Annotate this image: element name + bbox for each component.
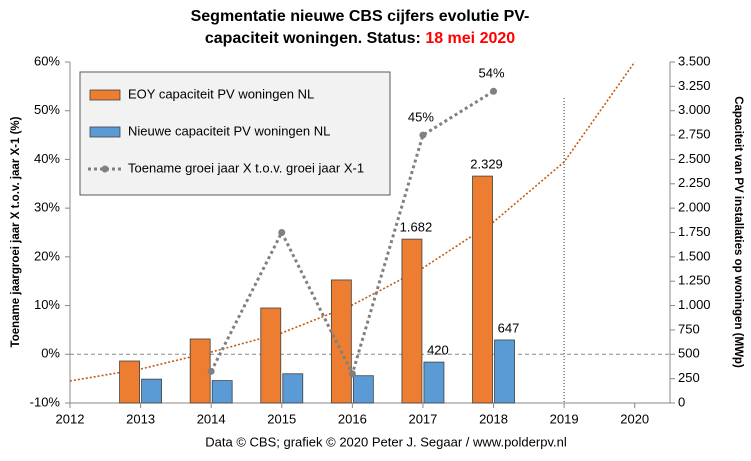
x-tick-label: 2020 — [620, 411, 649, 426]
y-axis-title: Toename jaargroei jaar X t.o.v. jaar X-1… — [10, 116, 22, 347]
x-tick-label: 2017 — [408, 411, 437, 426]
bar — [189, 338, 211, 404]
y2-tick-label: 2.500 — [678, 151, 711, 166]
y-tick-label: 0% — [41, 346, 60, 361]
data-label: 647 — [498, 320, 520, 335]
legend-label: Nieuwe capaciteit PV woningen NL — [128, 123, 330, 138]
legend-swatch — [89, 89, 121, 101]
legend-label: EOY capaciteit PV woningen NL — [128, 86, 314, 101]
data-label: 54% — [479, 66, 505, 81]
y2-tick-label: 0 — [678, 394, 685, 409]
y2-tick-label: 2.750 — [678, 127, 711, 142]
y-tick-label: -10% — [30, 394, 61, 409]
bar — [401, 238, 423, 404]
status-date: 18 mei 2020 — [425, 30, 515, 47]
line-marker — [348, 370, 356, 378]
bar — [494, 339, 515, 404]
line-marker — [278, 229, 286, 236]
bar — [211, 380, 233, 404]
y2-tick-label: 1.750 — [678, 224, 711, 239]
data-label: 1.682 — [400, 220, 433, 235]
data-label: 2.329 — [470, 157, 503, 172]
chart-title: Segmentatie nieuwe CBS cijfers evolutie … — [191, 8, 530, 25]
chart-title: capaciteit woningen. Status: — [205, 30, 421, 47]
line-marker — [207, 367, 215, 375]
line-marker — [419, 131, 427, 139]
y-tick-label: 10% — [34, 297, 60, 312]
legend-label: Toename groei jaar X t.o.v. groei jaar X… — [128, 160, 364, 175]
x-tick-label: 2013 — [126, 411, 155, 426]
y2-tick-label: 750 — [678, 321, 700, 336]
y-tick-label: 20% — [34, 248, 60, 263]
data-label: 45% — [408, 110, 434, 125]
footer: Data © CBS; grafiek © 2020 Peter J. Sega… — [205, 434, 567, 449]
y2-tick-label: 1.500 — [678, 248, 711, 263]
bar — [141, 378, 162, 404]
bar — [260, 307, 282, 404]
y-tick-label: 60% — [34, 53, 60, 68]
trendline — [69, 61, 636, 382]
chart-title: capaciteit woningen. Status: 18 mei 2020 — [205, 30, 515, 47]
x-tick-label: 2019 — [550, 411, 579, 426]
y2-tick-label: 250 — [678, 370, 700, 385]
bar — [423, 361, 445, 404]
y2-tick-label: 3.250 — [678, 78, 711, 93]
legend-box — [79, 71, 391, 196]
y-tick-label: 40% — [34, 151, 60, 166]
y2-tick-label: 2.000 — [678, 200, 711, 215]
y2-tick-label: 1.250 — [678, 273, 711, 288]
y-tick-label: 30% — [34, 200, 60, 215]
y2-tick-label: 3.500 — [678, 53, 711, 68]
bar — [352, 375, 374, 404]
legend-swatch — [89, 126, 121, 138]
bar — [282, 373, 304, 404]
y2-tick-label: 500 — [678, 346, 700, 361]
line-marker — [490, 87, 498, 95]
legend-swatch — [101, 165, 109, 173]
y2-tick-label: 2.250 — [678, 175, 711, 190]
x-tick-label: 2014 — [197, 411, 226, 426]
y2-tick-label: 1.000 — [678, 297, 711, 312]
x-tick-label: 2015 — [267, 411, 296, 426]
y-tick-label: 50% — [34, 102, 60, 117]
data-label: 420 — [427, 343, 449, 358]
x-tick-label: 2016 — [338, 411, 367, 426]
bar — [119, 360, 140, 404]
x-tick-label: 2012 — [56, 411, 85, 426]
bar — [330, 279, 352, 404]
x-tick-label: 2018 — [479, 411, 508, 426]
y2-tick-label: 3.000 — [678, 102, 711, 117]
y2-axis-title: Capaciteit van PV installaties op woning… — [732, 96, 744, 368]
bar — [472, 175, 493, 404]
